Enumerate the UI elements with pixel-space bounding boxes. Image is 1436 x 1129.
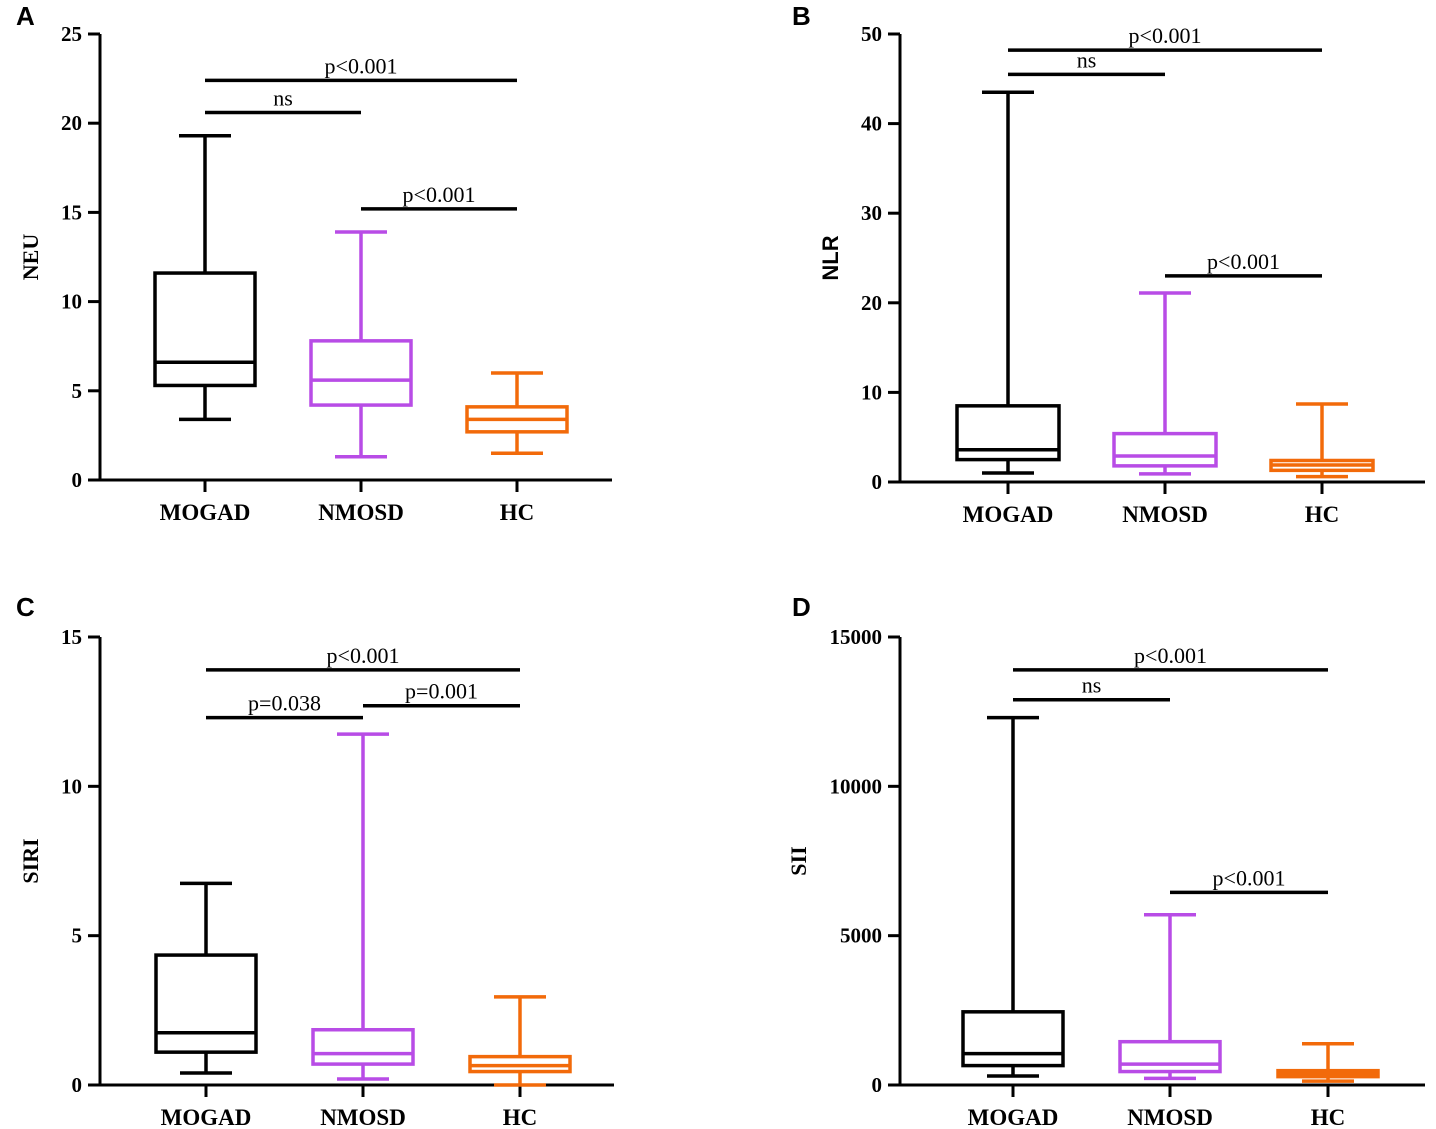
- iqr-box: [309, 339, 413, 407]
- x-tick-label: MOGAD: [160, 500, 251, 525]
- panel-letter: B: [792, 1, 811, 31]
- significance-bracket: p<0.001: [205, 53, 517, 83]
- y-tick-label: 30: [861, 201, 882, 225]
- iqr-box: [154, 953, 258, 1054]
- y-axis-label: NEU: [18, 234, 43, 281]
- y-tick-label: 15: [61, 200, 82, 224]
- panel-d: D 0 5000 10000 15000 SII MOGAD NMOSD HC p<0.001 ns…: [786, 592, 1425, 1129]
- significance-bracket: ns: [205, 85, 361, 115]
- box-nmosd: [309, 230, 413, 459]
- box-nmosd: [1118, 913, 1222, 1081]
- x-tick-label: NMOSD: [318, 500, 404, 525]
- significance-bracket: p=0.001: [363, 679, 520, 708]
- y-tick-label: 10: [61, 290, 82, 314]
- box-nmosd: [311, 732, 415, 1081]
- y-tick-label: 0: [872, 470, 883, 494]
- y-tick-label: 20: [61, 111, 82, 135]
- x-tick-label: NMOSD: [1122, 502, 1208, 527]
- x-tick-label: HC: [500, 500, 535, 525]
- panel-letter: D: [792, 592, 811, 622]
- p-value-label: p<0.001: [327, 643, 400, 668]
- x-tick-label: HC: [503, 1105, 538, 1129]
- box-mogad: [153, 133, 257, 422]
- y-tick-label: 10: [861, 380, 882, 404]
- box-hc: [468, 995, 572, 1087]
- significance-bracket: ns: [1008, 47, 1165, 77]
- x-tick-label: NMOSD: [1127, 1105, 1213, 1129]
- box-hc: [1276, 1042, 1380, 1083]
- x-tick-label: MOGAD: [161, 1105, 252, 1129]
- y-tick-label: 50: [861, 22, 882, 46]
- x-tick-label: HC: [1311, 1105, 1346, 1129]
- box-mogad: [961, 715, 1065, 1078]
- y-tick-label: 25: [61, 22, 82, 46]
- panel-letter: C: [16, 592, 35, 622]
- y-tick-label: 5: [72, 379, 83, 403]
- y-tick-label: 40: [861, 112, 882, 136]
- panel-b: B 0 10 20 30 40 50 NLR MOGAD NMOSD HC p<0.001 ns p<0.…: [792, 1, 1425, 527]
- significance-bracket: ns: [1013, 673, 1170, 702]
- iqr-box: [955, 404, 1061, 462]
- y-tick-label: 10000: [830, 774, 883, 798]
- p-value-label: ns: [273, 85, 293, 110]
- significance-bracket: p=0.038: [206, 691, 363, 720]
- y-axis-label: SIRI: [18, 838, 43, 883]
- x-tick-label: MOGAD: [968, 1105, 1059, 1129]
- box-hc: [1269, 402, 1375, 479]
- iqr-box: [311, 1027, 415, 1066]
- p-value-label: ns: [1077, 47, 1097, 72]
- panel-letter: A: [16, 1, 35, 31]
- y-axis-label: SII: [786, 846, 811, 875]
- p-value-label: p=0.001: [405, 679, 478, 704]
- y-tick-label: 0: [72, 1073, 83, 1097]
- p-value-label: p<0.001: [325, 53, 398, 78]
- iqr-box: [1112, 431, 1218, 468]
- box-mogad: [154, 881, 258, 1075]
- y-tick-label: 20: [861, 291, 882, 315]
- p-value-label: p<0.001: [1213, 865, 1286, 890]
- y-tick-label: 0: [72, 468, 83, 492]
- significance-bracket: p<0.001: [1008, 23, 1322, 52]
- significance-bracket: p<0.001: [1170, 865, 1328, 895]
- iqr-box: [1118, 1039, 1222, 1074]
- x-tick-label: HC: [1305, 502, 1340, 527]
- p-value-label: p<0.001: [1207, 249, 1280, 274]
- y-tick-label: 5: [72, 924, 83, 948]
- p-value-label: p<0.001: [1129, 23, 1202, 48]
- x-tick-label: NMOSD: [320, 1105, 406, 1129]
- significance-bracket: p<0.001: [1013, 643, 1328, 672]
- box-nmosd: [1112, 291, 1218, 476]
- significance-bracket: p<0.001: [361, 182, 517, 211]
- x-tick-label: MOGAD: [963, 502, 1054, 527]
- p-value-label: p<0.001: [1134, 643, 1207, 668]
- y-tick-label: 10: [61, 774, 82, 798]
- significance-bracket: p<0.001: [1165, 249, 1322, 278]
- box-mogad: [955, 90, 1061, 475]
- y-tick-label: 5000: [840, 924, 882, 948]
- iqr-box: [153, 271, 257, 388]
- y-tick-label: 0: [872, 1073, 883, 1097]
- y-axis-label: NLR: [818, 235, 843, 280]
- p-value-label: p=0.038: [248, 691, 321, 716]
- significance-bracket: p<0.001: [206, 643, 520, 672]
- y-tick-label: 15000: [830, 625, 883, 649]
- y-tick-label: 15: [61, 625, 82, 649]
- box-hc: [465, 371, 569, 455]
- p-value-label: ns: [1082, 673, 1102, 698]
- p-value-label: p<0.001: [403, 182, 476, 207]
- panel-a: A 0 5 10 15 20 25 NEU MOGAD NMOSD HC p<0.001 ns p<0.0…: [16, 1, 612, 525]
- iqr-box: [961, 1010, 1065, 1068]
